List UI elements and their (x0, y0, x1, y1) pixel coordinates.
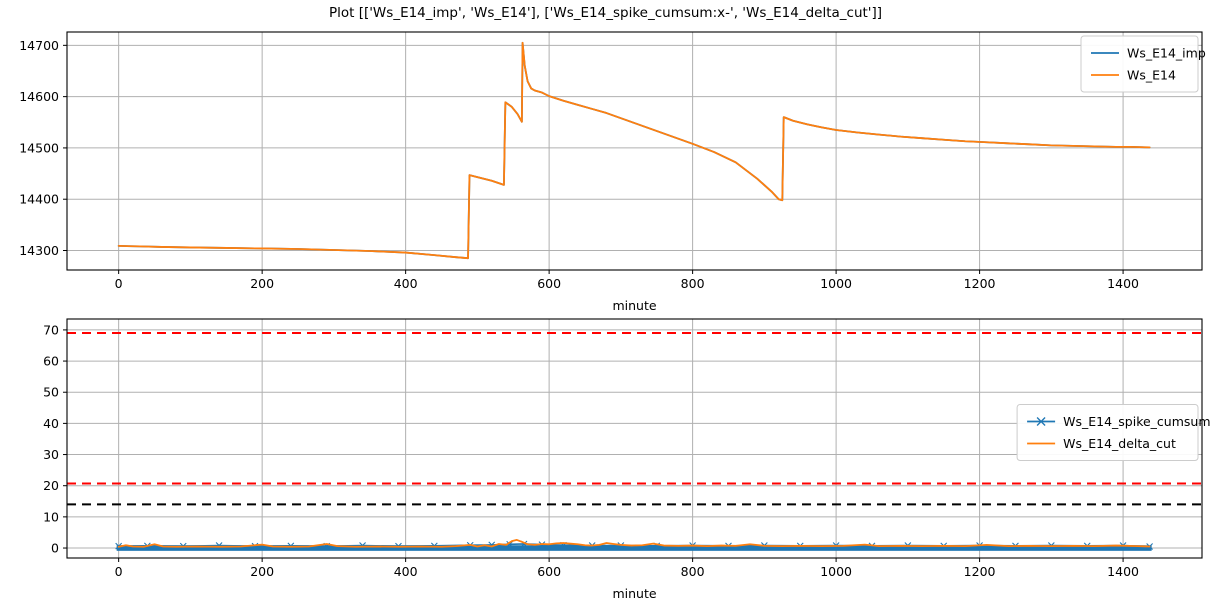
legend: Ws_E14_imp Ws_E14 (1080, 35, 1206, 93)
y-tick-label: 40 (43, 416, 59, 431)
x-tick-label: 0 (115, 564, 123, 579)
y-tick-label: 14700 (19, 38, 59, 53)
data-layer (115, 539, 1154, 551)
x-tick-label: 400 (394, 564, 418, 579)
plot-spines (66, 31, 1203, 271)
legend: Ws_E14_spike_cumsum Ws_E14_delta_cut (1016, 404, 1211, 461)
data-layer (117, 41, 1151, 260)
y-tick-label: 10 (43, 509, 59, 524)
x-tick-label: 1000 (820, 276, 852, 291)
top-plot-canvas: 0 200 400 600 800 1000 1200 1400 14300 14400 14500… (19, 31, 1206, 313)
plot-background (67, 319, 1202, 558)
x-tick-label: 600 (537, 564, 561, 579)
x-tick-label: 0 (115, 276, 123, 291)
legend-label-Ws_E14: Ws_E14 (1127, 68, 1176, 83)
x-tick-label: 1200 (964, 564, 996, 579)
x-tick-label: 800 (681, 276, 705, 291)
y-tick-label: 60 (43, 354, 59, 369)
legend-label-Ws_E14_imp: Ws_E14_imp (1127, 46, 1206, 61)
series-line-Ws_E14_delta_cut (117, 539, 1151, 548)
series-line-Ws_E14 (117, 41, 1151, 260)
figure-title: Plot [['Ws_E14_imp', 'Ws_E14'], ['Ws_E14… (328, 5, 883, 21)
legend-label-Ws_E14_spike_cumsum: Ws_E14_spike_cumsum (1063, 414, 1210, 429)
y-tick-label: 20 (43, 478, 59, 493)
y-tick-label: 30 (43, 447, 59, 462)
x-tick-label: 200 (250, 276, 274, 291)
plot-background (67, 32, 1202, 270)
x-tick-label: 400 (394, 276, 418, 291)
x-tick-label: 800 (681, 564, 705, 579)
x-axis-label: minute (612, 298, 656, 313)
bottom-plot-canvas: 0 200 400 600 800 1000 1200 1400 0 10 20 30 40 50 60 70… (43, 318, 1211, 601)
x-tick-label: 1400 (1107, 564, 1139, 579)
legend-label-Ws_E14_delta_cut: Ws_E14_delta_cut (1063, 436, 1176, 451)
y-tick-label: 0 (51, 541, 59, 556)
x-tick-label: 1400 (1107, 276, 1139, 291)
series-band-Ws_E14_spike_cumsum (116, 545, 1152, 551)
y-tick-label: 14400 (19, 192, 59, 207)
legend-background (1016, 404, 1199, 461)
y-tick-label: 14600 (19, 89, 59, 104)
x-tick-label: 200 (250, 564, 274, 579)
x-tick-label: 1000 (820, 564, 852, 579)
y-tick-label: 14500 (19, 140, 59, 155)
x-tick-label: 600 (537, 276, 561, 291)
x-axis-label: minute (612, 586, 656, 601)
gridlines (67, 32, 1202, 270)
y-tick-label: 70 (43, 322, 59, 337)
plot-spines (66, 318, 1203, 559)
y-tick-label: 50 (43, 385, 59, 400)
x-tick-label: 1200 (964, 276, 996, 291)
legend-marker-x-icon (1036, 417, 1046, 426)
legend-background (1080, 35, 1199, 93)
y-tick-label: 14300 (19, 243, 59, 258)
